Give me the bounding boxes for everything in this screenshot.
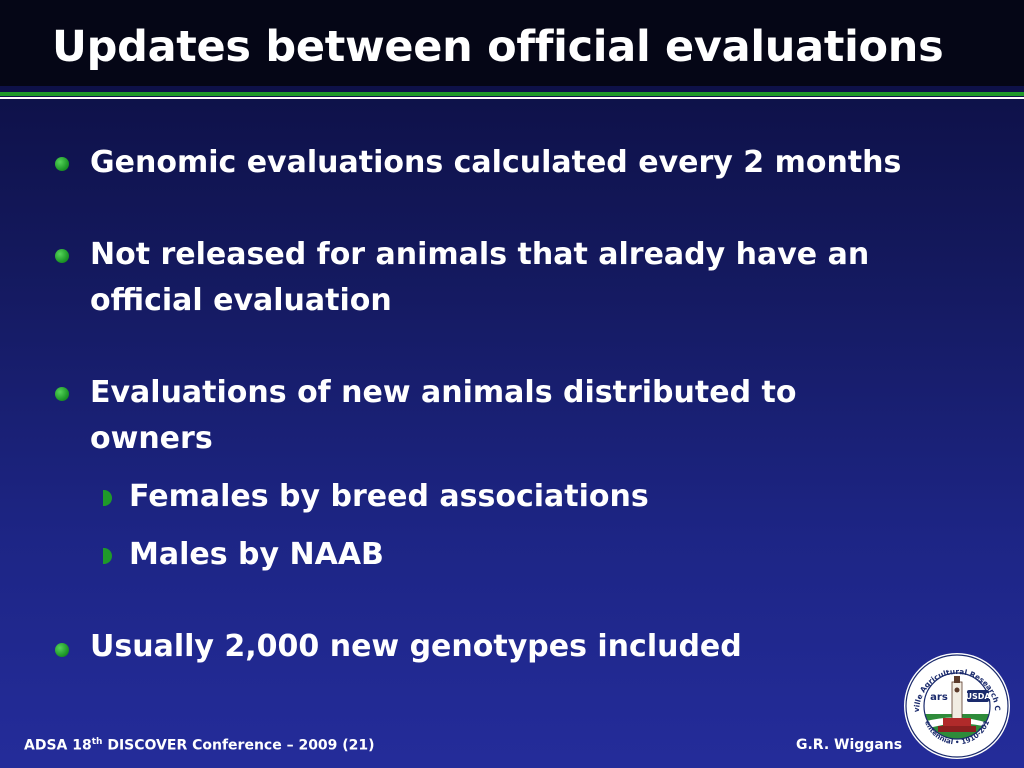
footer-conference-suffix: DISCOVER Conference – 2009 (21) — [102, 737, 375, 754]
sub-bullet-marker — [103, 490, 112, 506]
footer-conference: ADSA 18th DISCOVER Conference – 2009 (21… — [24, 737, 375, 754]
title-rule-green — [0, 92, 1024, 96]
logo-mark-text: ars — [930, 692, 948, 703]
bullet-dot — [55, 387, 69, 401]
bullet-dot — [55, 249, 69, 263]
sub-bullet-marker — [103, 548, 112, 564]
bullet-text: Genomic evaluations calculated every 2 m… — [90, 145, 902, 180]
bullet-dot — [55, 643, 69, 657]
barc-centennial-logo: Beltsville Agricultural Research Center … — [903, 652, 1010, 759]
footer-conference-prefix: ADSA 18 — [24, 737, 92, 754]
logo-usda-badge: USDA — [965, 692, 991, 701]
bullet-text: Not released for animals that already ha… — [90, 237, 870, 318]
slide-title: Updates between official evaluations — [52, 22, 944, 72]
footer-author: G.R. Wiggans — [796, 737, 903, 753]
sub-bullet-text: Females by breed associations — [129, 479, 649, 514]
title-band — [0, 0, 1024, 86]
bullet-text: Evaluations of new animals distributed t… — [90, 375, 797, 456]
footer-conference-superscript: th — [91, 737, 103, 747]
bullet-text: Usually 2,000 new genotypes included — [90, 629, 742, 664]
sub-bullet-text: Males by NAAB — [129, 537, 384, 572]
bullet-dot — [55, 157, 69, 171]
title-rule-white — [0, 97, 1024, 99]
